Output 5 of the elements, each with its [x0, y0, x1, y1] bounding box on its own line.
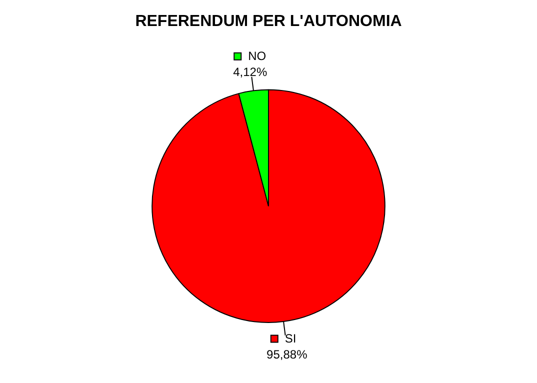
- legend-label: NO: [248, 49, 266, 64]
- data-label: 4,12%: [233, 65, 268, 80]
- chart-title: REFERENDUM PER L'AUTONOMIA: [135, 13, 402, 30]
- data-label: 95,88%: [266, 348, 308, 362]
- legend-label: SI: [284, 332, 296, 346]
